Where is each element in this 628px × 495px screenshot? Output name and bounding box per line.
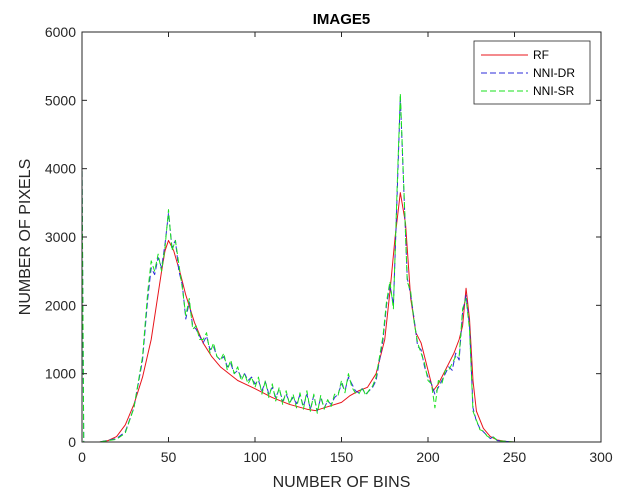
chart-title: IMAGE5 [313, 11, 371, 28]
tick-marks [81, 31, 602, 443]
x-axis-title: NUMBER OF BINS [273, 474, 411, 491]
y-tick-label: 6000 [45, 24, 76, 40]
legend-label: RF [533, 48, 549, 62]
x-tick-label: 50 [161, 449, 177, 465]
x-tick-label: 300 [589, 449, 613, 465]
x-tick-label: 100 [243, 449, 267, 465]
y-tick-label: 1000 [45, 366, 76, 382]
legend-label: NNI-SR [533, 84, 575, 98]
y-tick-label: 0 [68, 434, 76, 450]
series-group [81, 93, 515, 443]
y-tick-label: 4000 [45, 161, 76, 177]
x-tick-label: 150 [330, 449, 354, 465]
y-tick-label: 2000 [45, 297, 76, 313]
x-tick-label: 200 [416, 449, 440, 465]
legend-label: NNI-DR [533, 66, 575, 80]
tick-labels: 0 50 100 150 200 250 3000100020003000400050006… [45, 24, 613, 465]
y-tick-label: 5000 [45, 92, 76, 108]
y-tick-label: 3000 [45, 229, 76, 245]
x-tick-label: 250 [503, 449, 527, 465]
legend: RF NNI-DR NNI-SR [473, 40, 591, 105]
x-tick-label: 0 [78, 449, 86, 465]
series-line-nni-sr [81, 93, 515, 443]
y-axis-title: NUMBER OF PIXELS [17, 159, 34, 315]
